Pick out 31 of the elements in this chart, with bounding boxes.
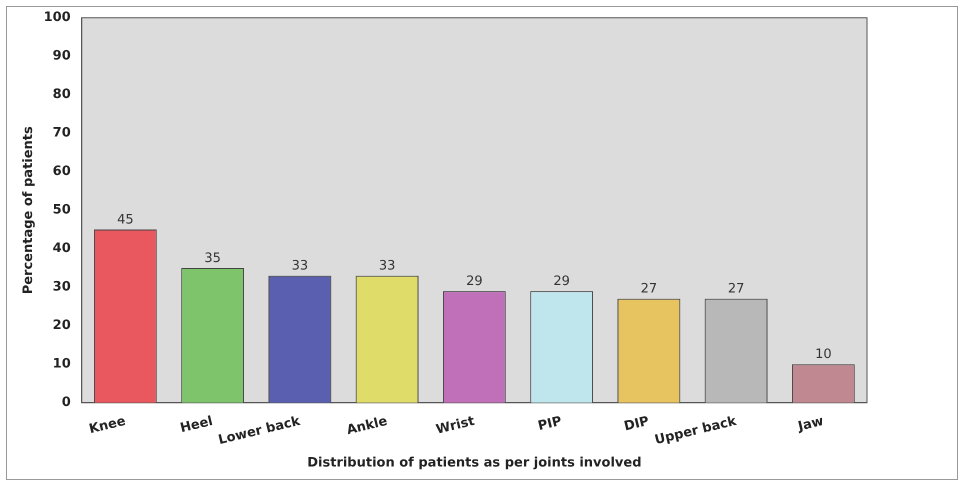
y-axis-title: Percentage of patients xyxy=(21,126,36,294)
y-tick-label: 30 xyxy=(52,280,71,295)
data-label: 29 xyxy=(466,274,483,289)
y-tick-label: 0 xyxy=(62,395,71,410)
y-tick-label: 40 xyxy=(52,241,71,256)
x-tick-label: Wrist xyxy=(434,414,476,438)
y-tick-label: 60 xyxy=(52,164,71,180)
x-tick-label: PIP xyxy=(536,414,564,434)
y-tick-label: 20 xyxy=(52,318,71,334)
data-label: 10 xyxy=(815,347,832,362)
y-tick-label: 90 xyxy=(52,48,71,64)
data-label: 27 xyxy=(640,282,658,297)
x-axis-title: Distribution of patients as per joints involved xyxy=(307,456,642,471)
x-tick-label: Ankle xyxy=(345,414,390,438)
y-tick-label: 50 xyxy=(52,202,71,218)
data-label: 35 xyxy=(204,250,221,266)
x-tick-label: Heel xyxy=(178,414,214,436)
data-label: 33 xyxy=(378,258,396,274)
x-tick-label: Upper back xyxy=(653,414,738,448)
data-label: 29 xyxy=(553,274,570,289)
data-label: 45 xyxy=(117,212,134,228)
data-label: 33 xyxy=(292,258,308,274)
y-tick-label: 100 xyxy=(44,10,71,26)
y-tick-label: 80 xyxy=(52,87,71,102)
x-tick-label: DIP xyxy=(622,414,651,434)
data-label: 27 xyxy=(728,282,744,297)
x-tick-label: Knee xyxy=(88,414,128,438)
x-tick-label: Lower back xyxy=(216,414,302,448)
y-tick-label: 70 xyxy=(52,126,71,141)
y-tick-label: 10 xyxy=(52,356,71,372)
x-tick-label: Jaw xyxy=(796,414,826,435)
